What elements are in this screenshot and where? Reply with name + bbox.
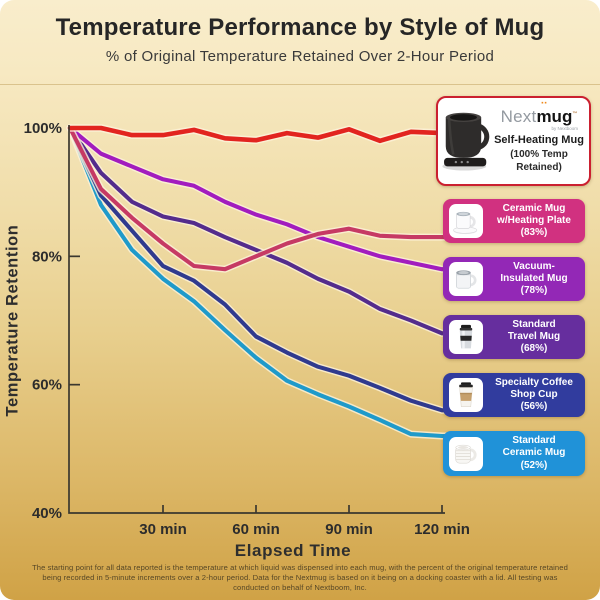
nextmug-logo: Nextmug xyxy=(494,107,584,126)
y-axis-title: Temperature Retention xyxy=(3,224,22,417)
legend-thumbnail xyxy=(449,204,483,238)
legend-label: Specialty Coffee Shop Cup (56%) xyxy=(483,377,585,414)
coffee-shop-cup-icon xyxy=(459,382,473,407)
svg-text:40%: 40% xyxy=(32,505,62,522)
legend-travel-mug-box: Standard Travel Mug (68%) xyxy=(443,315,585,359)
legend-retained-pct: (100% Temp Retained) xyxy=(510,149,568,173)
legend-label: Vacuum- Insulated Mug (78%) xyxy=(483,261,585,298)
nextmug-logo-mug: mug xyxy=(536,107,577,126)
x-axis-title: Elapsed Time xyxy=(234,541,352,560)
legend-retained-pct: (52%) xyxy=(520,459,548,471)
legend-label: Standard Travel Mug (68%) xyxy=(483,319,585,356)
legend-thumbnail xyxy=(449,320,483,354)
legend-retained-pct: (68%) xyxy=(520,343,548,355)
legend-retained-pct: (56%) xyxy=(520,401,548,413)
nextmug-logo-byline: by Nextboom xyxy=(551,126,578,131)
header: Temperature Performance by Style of Mug … xyxy=(0,14,600,65)
svg-text:90 min: 90 min xyxy=(325,521,373,538)
page-title: Temperature Performance by Style of Mug xyxy=(55,14,545,41)
legend-nextmug-text: Nextmug by Nextboom Self-Heating Mug (10… xyxy=(494,107,589,174)
svg-text:60%: 60% xyxy=(32,377,62,394)
svg-text:80%: 80% xyxy=(32,248,62,265)
self-heating-mug-icon xyxy=(442,112,490,171)
legend-vacuum-box: Vacuum- Insulated Mug (78%) xyxy=(443,257,585,301)
legend-thumbnail xyxy=(449,378,483,412)
legend-coffee-shop-cup-box: Specialty Coffee Shop Cup (56%) xyxy=(443,373,585,417)
legend-thumbnail xyxy=(438,105,494,177)
svg-text:60 min: 60 min xyxy=(232,521,280,538)
legend-retained-pct: (78%) xyxy=(520,285,548,297)
page-subtitle: % of Original Temperature Retained Over … xyxy=(105,48,495,65)
legend-label: Ceramic Mug w/Heating Plate (83%) xyxy=(483,203,585,240)
legend-label: Standard Ceramic Mug (52%) xyxy=(483,435,585,472)
svg-text:120 min: 120 min xyxy=(414,521,470,538)
legend-retained-pct: (83%) xyxy=(520,227,548,239)
ceramic-mug-icon xyxy=(455,444,477,463)
legend-heating-plate-box: Ceramic Mug w/Heating Plate (83%) xyxy=(443,199,585,243)
disclaimer-text: The starting point for all data reported… xyxy=(32,563,568,593)
svg-text:100%: 100% xyxy=(24,120,62,137)
travel-mug-icon xyxy=(459,324,473,349)
heating-plate-mug-icon xyxy=(453,211,478,235)
header-divider xyxy=(0,84,600,85)
legend-nextmug-box: Nextmug by Nextboom Self-Heating Mug (10… xyxy=(436,96,591,186)
legend-thumbnail xyxy=(449,436,483,471)
svg-text:30 min: 30 min xyxy=(139,521,187,538)
vacuum-insulated-mug-icon xyxy=(456,270,477,289)
legend-ceramic-mug-box: Standard Ceramic Mug (52%) xyxy=(443,431,585,476)
legend-label: Self-Heating Mug xyxy=(494,134,584,146)
nextmug-logo-next: Next xyxy=(500,107,537,126)
legend-thumbnail xyxy=(449,262,483,296)
